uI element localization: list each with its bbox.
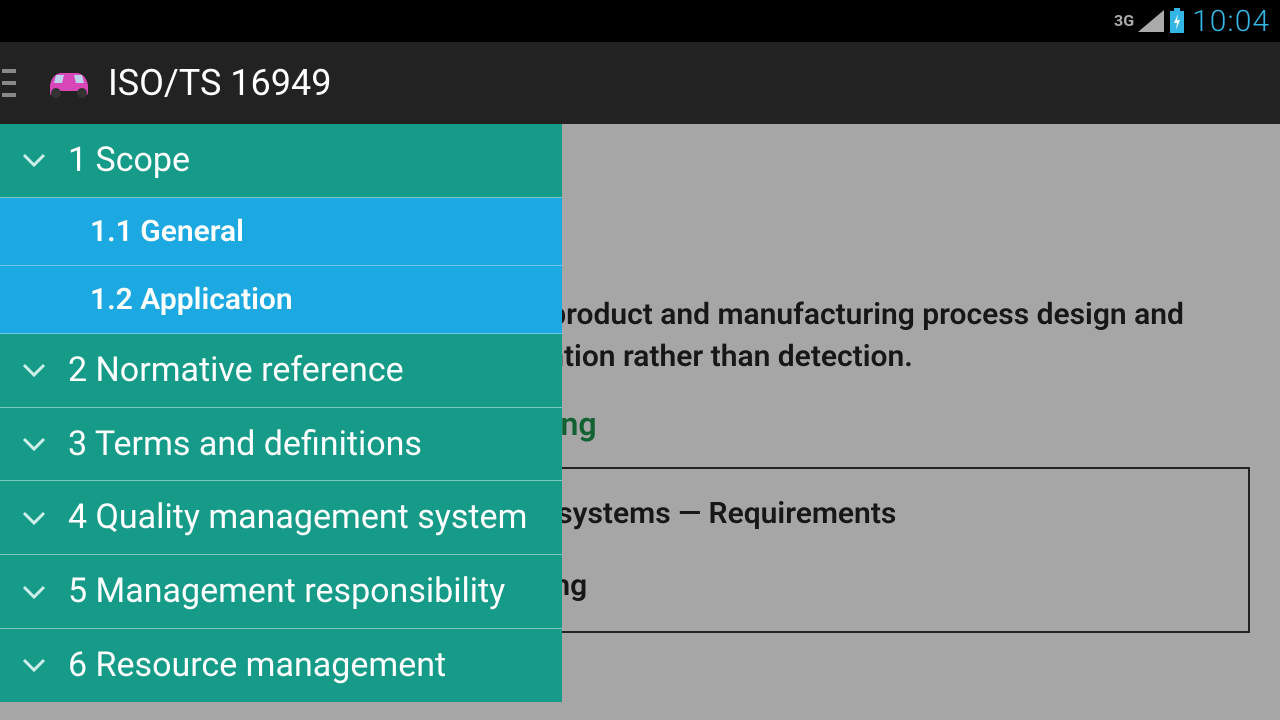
car-icon (44, 65, 94, 101)
chevron-down-icon (14, 511, 54, 525)
nav-label: 4 Quality management system (68, 497, 527, 538)
chevron-down-icon (14, 437, 54, 451)
drawer-edge-indicator[interactable] (0, 42, 18, 124)
chevron-down-icon (14, 585, 54, 599)
chevron-up-icon (14, 153, 54, 167)
nav-sub-label: 1.1 General (90, 214, 244, 249)
nav-label: 6 Resource management (68, 645, 446, 686)
nav-sub-label: 1.2 Application (90, 282, 293, 317)
nav-subitem-application[interactable]: 1.2 Application (0, 266, 562, 334)
nav-item-resource-management[interactable]: 6 Resource management (0, 629, 562, 702)
nav-item-normative-reference[interactable]: 2 Normative reference (0, 334, 562, 408)
app-title: ISO/TS 16949 (108, 62, 331, 104)
nav-label: 3 Terms and definitions (68, 424, 422, 465)
status-clock: 10:04 (1192, 4, 1270, 39)
nav-label: 2 Normative reference (68, 350, 404, 391)
chevron-down-icon (14, 363, 54, 377)
nav-item-scope[interactable]: 1 Scope (0, 124, 562, 198)
status-icons: 3G (1114, 8, 1186, 34)
battery-charging-icon (1168, 8, 1186, 34)
app-bar: ISO/TS 16949 (0, 42, 1280, 124)
network-3g-icon: 3G (1114, 13, 1134, 29)
navigation-drawer: 1 Scope 1.1 General 1.2 Application 2 No… (0, 124, 562, 720)
nav-label: 5 Management responsibility (68, 571, 505, 612)
signal-icon (1138, 10, 1164, 32)
nav-subitem-general[interactable]: 1.1 General (0, 198, 562, 266)
nav-item-quality-management[interactable]: 4 Quality management system (0, 481, 562, 555)
hamburger-icon (2, 63, 18, 103)
nav-item-management-responsibility[interactable]: 5 Management responsibility (0, 555, 562, 629)
android-status-bar: 3G 10:04 (0, 0, 1280, 42)
nav-item-terms-definitions[interactable]: 3 Terms and definitions (0, 408, 562, 482)
nav-label: 1 Scope (68, 140, 190, 181)
content-area: NOTE The requirements of 7.3 include pro… (0, 124, 1280, 720)
chevron-down-icon (14, 658, 54, 672)
